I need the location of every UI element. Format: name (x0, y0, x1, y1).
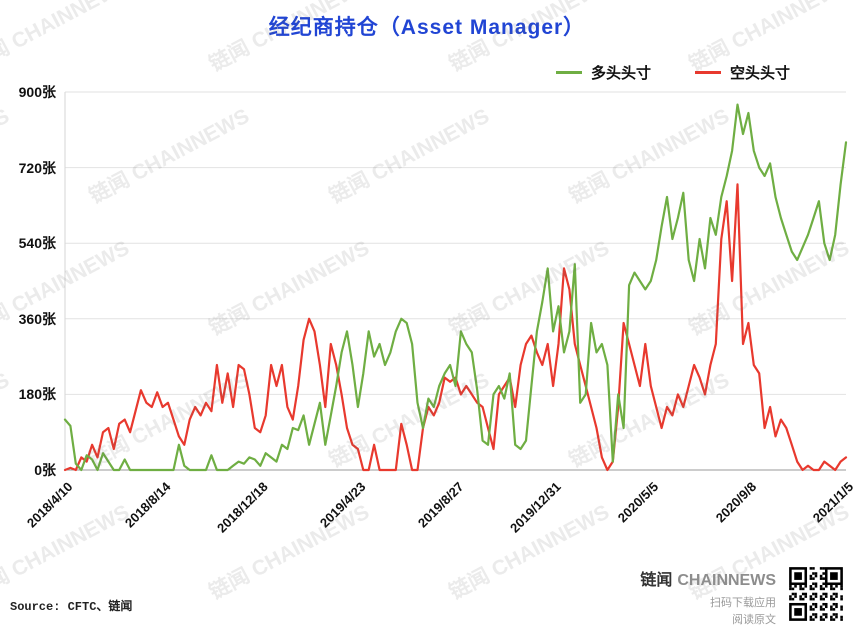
y-axis-tick-label: 360张 (18, 310, 56, 327)
y-axis-tick-label: 900张 (18, 84, 56, 100)
legend-item-long: 多头头寸 (555, 62, 651, 83)
legend-item-short: 空头头寸 (694, 62, 790, 83)
y-axis-tick-label: 0张 (34, 462, 56, 478)
brand-en: CHAINNEWS (677, 572, 776, 589)
line-chart (63, 91, 848, 472)
qr-captions: 扫码下载应用 阅读原文 (640, 595, 776, 628)
qr-code (784, 562, 848, 626)
y-axis-tick-label: 540张 (18, 235, 56, 252)
y-axis-tick-label: 720张 (18, 159, 56, 176)
qr-caption-download: 扫码下载应用 (710, 597, 776, 609)
legend-label-long: 多头头寸 (590, 65, 651, 82)
brand-logo: 链闻 CHAINNEWS (640, 566, 776, 590)
chart-title: 经纪商持仓（Asset Manager） (268, 16, 586, 39)
brand-cn: 链闻 (640, 572, 673, 589)
legend-swatch-long-icon (555, 71, 582, 74)
legend: 多头头寸 空头头寸 (555, 62, 790, 83)
brand-block: 链闻 CHAINNEWS 扫码下载应用 阅读原文 (640, 566, 776, 628)
y-axis-tick-label: 180张 (18, 386, 56, 403)
legend-label-short: 空头头寸 (729, 65, 790, 82)
legend-swatch-short-icon (694, 71, 721, 74)
source-note: Source: CFTC、链闻 (10, 600, 133, 614)
qr-caption-read: 阅读原文 (732, 613, 776, 626)
